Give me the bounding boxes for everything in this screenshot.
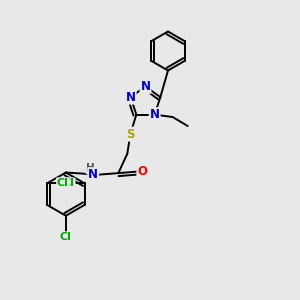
Text: N: N [126,91,136,104]
Text: Cl: Cl [60,232,72,242]
Text: N: N [88,168,98,181]
Text: N: N [140,80,151,93]
Text: Cl: Cl [63,178,75,188]
Text: N: N [150,108,160,121]
Text: Cl: Cl [57,178,69,188]
Text: O: O [137,165,147,178]
Text: S: S [126,128,135,141]
Text: H: H [86,163,95,173]
